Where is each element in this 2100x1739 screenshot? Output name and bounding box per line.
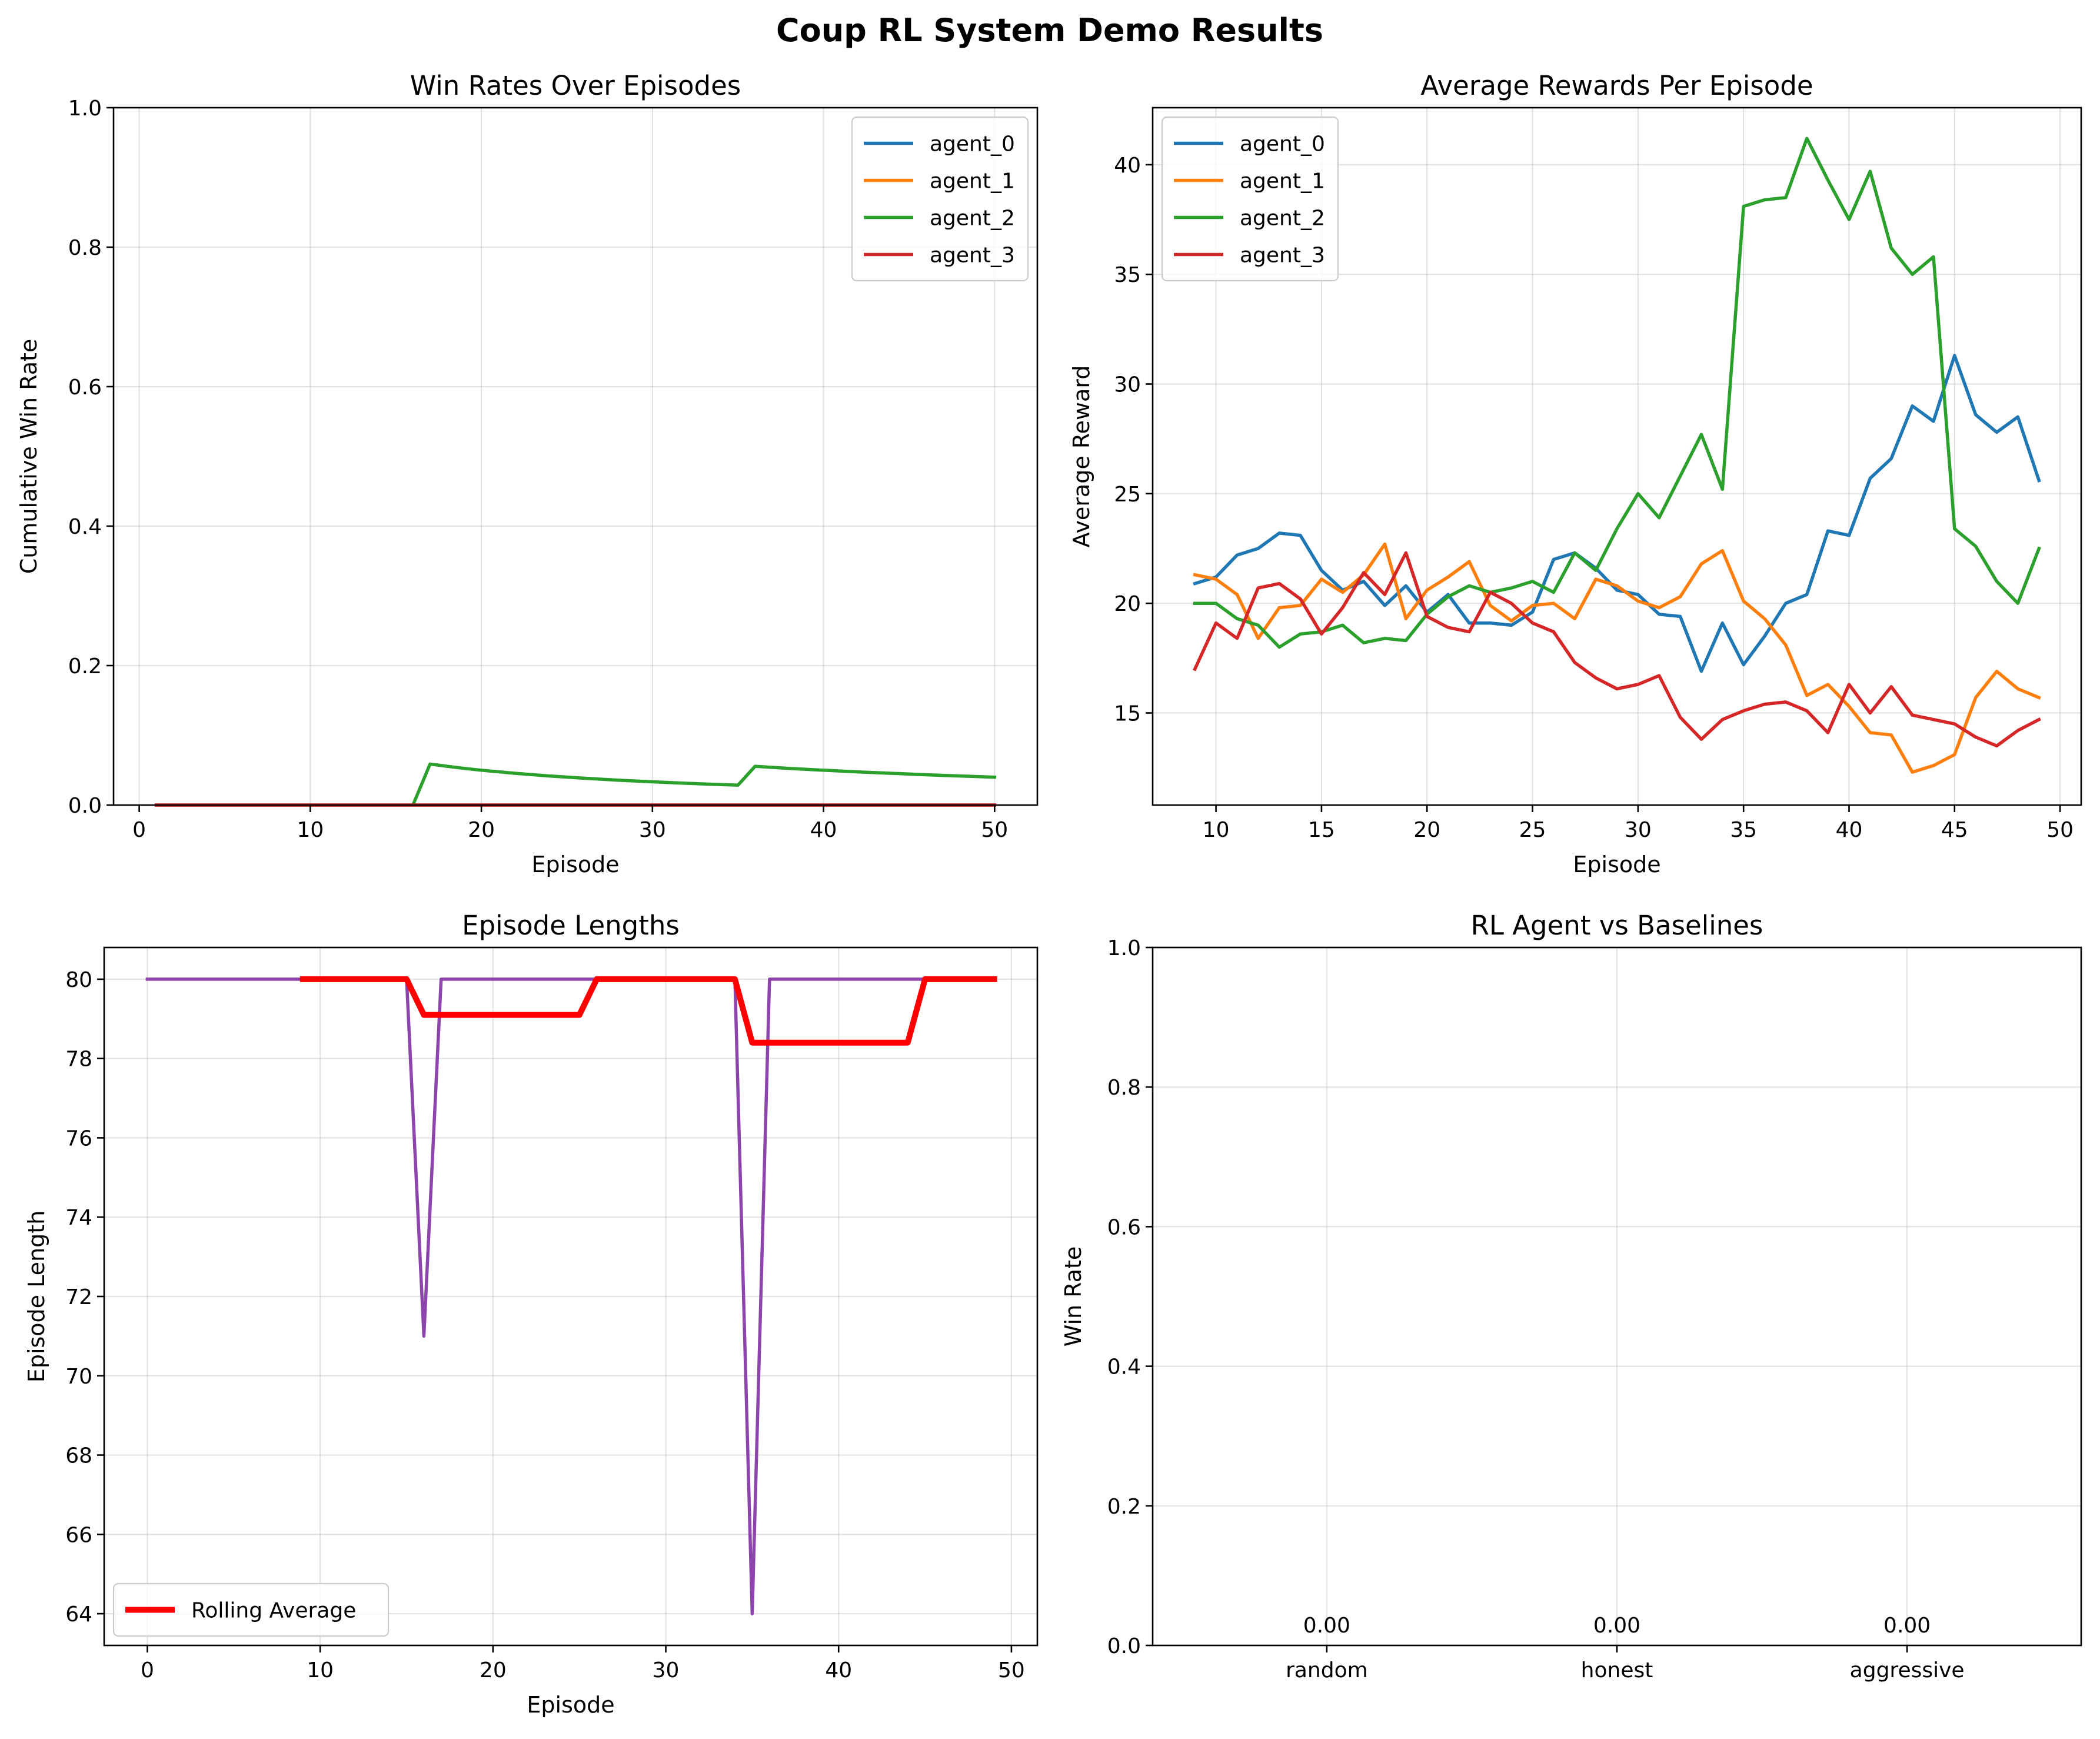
y-tick-label: 70: [65, 1365, 92, 1389]
y-tick-label: 80: [65, 968, 92, 992]
y-tick-label: 78: [65, 1048, 92, 1072]
legend-frame: [112, 1582, 390, 1637]
legend-label: agent_2: [1240, 207, 1325, 231]
y-tick-label: 68: [65, 1444, 92, 1468]
y-tick-label: 30: [1114, 373, 1141, 397]
subplot-3: 0 10 20 30 40 50 64 66 68 70 72 74 76 78 80 Episode Len…: [24, 910, 1039, 1718]
x-tick-label: 40: [825, 1658, 852, 1683]
y-tick-label: 35: [1114, 263, 1141, 287]
series-line: [154, 762, 997, 807]
x-tick-label: 0: [141, 1658, 154, 1683]
axes-title: RL Agent vs Baselines: [1471, 910, 1763, 941]
y-axis-label: Cumulative Win Rate: [16, 339, 42, 574]
x-tick-label: 15: [1308, 818, 1335, 842]
x-tick-label: 45: [1941, 818, 1968, 842]
x-tick-label: 10: [1203, 818, 1230, 842]
axes-frame: [1151, 107, 2082, 806]
figure-suptitle: Coup RL System Demo Results: [776, 12, 1323, 49]
y-tick-label: 15: [1114, 701, 1141, 726]
x-tick-label: honest: [1581, 1658, 1653, 1683]
x-tick-label: 40: [1836, 818, 1863, 842]
legend: agent_0 agent_1 agent_2 agent_3: [851, 116, 1029, 282]
y-tick-label: 0.8: [68, 236, 102, 260]
y-tick-label: 40: [1114, 154, 1141, 178]
y-tick-label: 0.2: [1107, 1495, 1141, 1519]
x-tick-label: 10: [297, 818, 324, 842]
y-tick-label: 64: [65, 1602, 92, 1627]
y-tick-label: 0.0: [1107, 1634, 1141, 1658]
bar-value-label: 0.00: [1303, 1614, 1350, 1638]
y-tick-label: 0.0: [68, 794, 102, 818]
x-axis-label: Episode: [527, 1692, 614, 1718]
series-line: [145, 977, 996, 1615]
y-tick-label: 0.6: [68, 375, 102, 400]
legend-label: agent_3: [930, 244, 1015, 268]
x-tick-label: 0: [132, 818, 146, 842]
axes-title: Win Rates Over Episodes: [410, 70, 741, 101]
series-line: [1193, 137, 2041, 649]
subplot-1: 0 10 20 30 40 50 0.0 0.2 0.4 0.6 0.8 1.0 Win Rates O…: [16, 70, 1039, 877]
x-tick-label: 40: [810, 818, 837, 842]
y-tick-label: 0.4: [68, 515, 102, 539]
y-tick-label: 0.8: [1107, 1076, 1141, 1100]
x-tick-label: 10: [307, 1658, 334, 1683]
y-tick-label: 1.0: [1107, 936, 1141, 960]
legend-label: agent_1: [1240, 169, 1325, 194]
series-line: [1193, 354, 2041, 673]
y-tick-label: 25: [1114, 483, 1141, 507]
legend-label: Rolling Average: [191, 1599, 356, 1623]
y-tick-label: 1.0: [68, 97, 102, 121]
axes-frame: [112, 107, 1039, 806]
y-tick-label: 0.6: [1107, 1215, 1141, 1239]
bar-value-label: 0.00: [1593, 1614, 1640, 1638]
y-tick-label: 20: [1114, 592, 1141, 616]
legend-label: agent_3: [1240, 244, 1325, 268]
x-tick-label: random: [1286, 1658, 1368, 1683]
legend-label: agent_2: [930, 207, 1015, 231]
x-axis-label: Episode: [531, 852, 619, 877]
x-tick-label: 25: [1519, 818, 1546, 842]
legend-label: agent_1: [930, 169, 1015, 194]
legend-frame: [851, 116, 1029, 282]
y-tick-label: 0.4: [1107, 1355, 1141, 1379]
series-line: [1193, 551, 2042, 748]
x-tick-label: 30: [1625, 818, 1652, 842]
x-tick-label: 30: [653, 1658, 680, 1683]
x-tick-label: 50: [981, 818, 1008, 842]
x-tick-label: 35: [1730, 818, 1757, 842]
axes-title: Episode Lengths: [462, 910, 680, 941]
subplot-grid: 0 10 20 30 40 50 0.0 0.2 0.4 0.6 0.8 1.0 Win Rates O…: [16, 70, 2082, 1718]
y-axis-label: Average Reward: [1069, 365, 1094, 548]
x-axis-label: Episode: [1573, 852, 1660, 877]
legend: Rolling Average: [112, 1582, 390, 1637]
series-line: [1193, 542, 2041, 774]
y-axis-label: Win Rate: [1060, 1246, 1086, 1347]
x-tick-label: 50: [998, 1658, 1025, 1683]
y-tick-label: 74: [65, 1206, 92, 1230]
subplot-4: 0.00 0.00 0.00 random honest aggressive 0.0 0.2…: [1060, 910, 2082, 1683]
x-tick-label: 50: [2046, 818, 2074, 842]
x-tick-label: 30: [639, 818, 666, 842]
y-tick-label: 0.2: [68, 654, 102, 679]
y-tick-label: 76: [65, 1126, 92, 1151]
axes-title: Average Rewards Per Episode: [1420, 70, 1813, 101]
series-line: [299, 976, 997, 1046]
x-tick-label: 20: [480, 1658, 507, 1683]
legend: agent_0 agent_1 agent_2 agent_3: [1161, 116, 1339, 282]
y-axis-label: Episode Length: [24, 1211, 49, 1382]
x-tick-label: aggressive: [1850, 1658, 1965, 1683]
x-tick-label: 20: [1413, 818, 1440, 842]
legend-label: agent_0: [1240, 132, 1325, 157]
subplot-2: 10 15 20 25 30 35 40 45 50 15 20 25 30 35 40 Average Re…: [1069, 70, 2082, 877]
legend-frame: [1161, 116, 1339, 282]
y-tick-label: 72: [65, 1285, 92, 1309]
bar-value-label: 0.00: [1883, 1614, 1931, 1638]
legend-label: agent_0: [930, 132, 1015, 157]
x-tick-label: 20: [468, 818, 495, 842]
y-tick-label: 66: [65, 1523, 92, 1547]
